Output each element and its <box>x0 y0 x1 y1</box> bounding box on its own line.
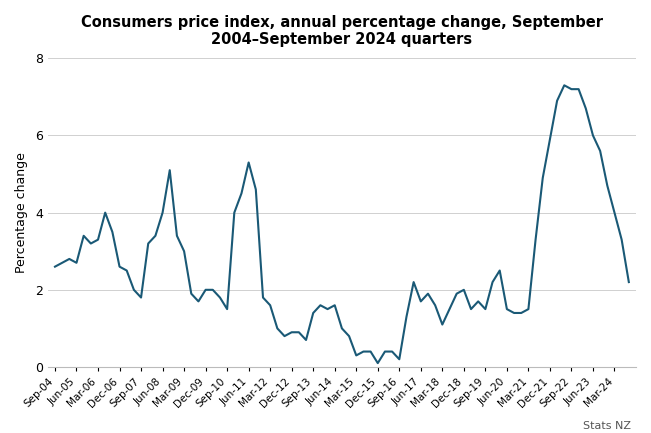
Title: Consumers price index, annual percentage change, September
2004–September 2024 q: Consumers price index, annual percentage… <box>81 15 603 47</box>
Text: Stats NZ: Stats NZ <box>583 421 631 431</box>
Y-axis label: Percentage change: Percentage change <box>15 152 28 273</box>
